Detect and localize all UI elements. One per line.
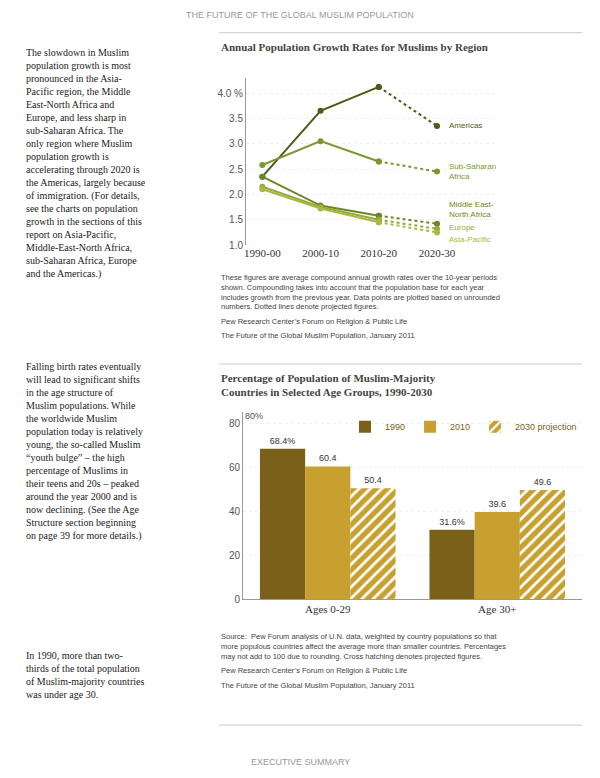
svg-text:60: 60 — [229, 462, 241, 473]
svg-text:39.6: 39.6 — [488, 499, 506, 509]
svg-text:0: 0 — [234, 594, 240, 605]
svg-text:50.4: 50.4 — [364, 475, 382, 485]
svg-text:Pew Research Center’s Forum on: Pew Research Center’s Forum on Religion … — [221, 317, 407, 326]
svg-text:Sub-SaharanAfrica: Sub-SaharanAfrica — [449, 162, 496, 181]
svg-text:2.5: 2.5 — [229, 164, 243, 175]
svg-text:Age 30+: Age 30+ — [478, 603, 516, 615]
svg-text:Annual Population Growth Rates: Annual Population Growth Rates for Musli… — [221, 41, 488, 53]
svg-text:80%: 80% — [245, 411, 263, 421]
svg-text:2.0: 2.0 — [229, 189, 243, 200]
svg-text:Americas: Americas — [449, 121, 482, 130]
svg-text:1990: 1990 — [385, 422, 405, 432]
svg-text:Pew Research Center’s Forum on: Pew Research Center’s Forum on Religion … — [221, 666, 407, 675]
svg-text:3.0: 3.0 — [229, 138, 243, 149]
svg-text:Ages 0-29: Ages 0-29 — [305, 603, 351, 615]
svg-text:2010-20: 2010-20 — [360, 247, 397, 259]
svg-text:The Future of the Global Musli: The Future of the Global Muslim Populati… — [221, 681, 415, 690]
svg-text:68.4%: 68.4% — [270, 436, 296, 446]
svg-text:EXECUTIVE SUMMARY: EXECUTIVE SUMMARY — [251, 757, 350, 767]
svg-text:1990-00: 1990-00 — [244, 247, 281, 259]
svg-text:The slowdown in Muslimpopulati: The slowdown in Muslimpopulation growth … — [26, 47, 146, 280]
svg-text:Falling birth rates eventually: Falling birth rates eventuallywill lead … — [26, 361, 143, 542]
svg-text:60.4: 60.4 — [319, 453, 337, 463]
svg-text:Europe: Europe — [449, 223, 475, 232]
svg-text:1.5: 1.5 — [229, 214, 243, 225]
svg-text:49.6: 49.6 — [534, 477, 552, 487]
svg-text:Middle East-North Africa: Middle East-North Africa — [449, 200, 494, 219]
svg-text:These figures are average comp: These figures are average compound annua… — [221, 273, 500, 311]
svg-text:3.5: 3.5 — [229, 113, 243, 124]
svg-text:1.0: 1.0 — [229, 240, 243, 251]
svg-text:20: 20 — [229, 550, 241, 561]
svg-text:Asia-Pacific: Asia-Pacific — [449, 235, 491, 244]
svg-text:2030 projection: 2030 projection — [515, 422, 577, 432]
svg-text:Percentage of Population of Mu: Percentage of Population of Muslim-Major… — [221, 372, 436, 398]
svg-text:2000-10: 2000-10 — [302, 247, 339, 259]
svg-text:4.0 %: 4.0 % — [217, 88, 243, 99]
svg-text:In 1990, more than two-thirds: In 1990, more than two-thirds of the tot… — [26, 650, 144, 700]
svg-text:80: 80 — [229, 418, 241, 429]
svg-text:Source: Pew Forum analysis of: Source: Pew Forum analysis of U.N. data,… — [221, 632, 506, 661]
svg-text:THE FUTURE OF THE GLOBAL MUSLI: THE FUTURE OF THE GLOBAL MUSLIM POPULATI… — [186, 10, 414, 20]
svg-text:2020-30: 2020-30 — [419, 247, 456, 259]
svg-text:31.6%: 31.6% — [439, 517, 465, 527]
svg-text:40: 40 — [229, 506, 241, 517]
svg-text:The Future of the Global Musli: The Future of the Global Muslim Populati… — [221, 331, 415, 340]
svg-text:2010: 2010 — [450, 422, 470, 432]
